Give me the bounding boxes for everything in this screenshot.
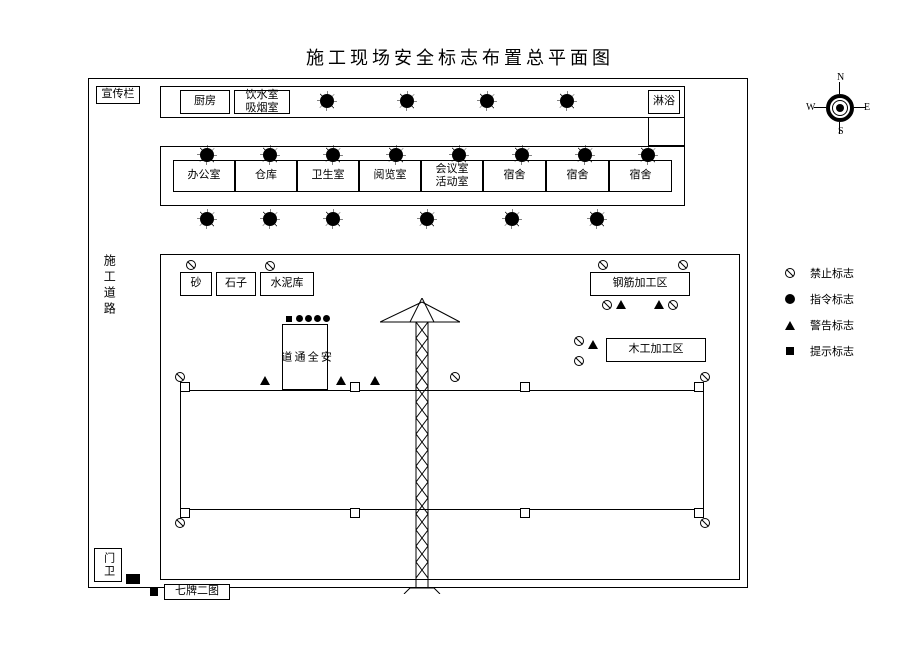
prohibit-icon: [574, 336, 584, 346]
cmd-icon: [263, 148, 277, 162]
label-gangjin: 钢筋加工区: [590, 272, 690, 296]
warn-icon: [260, 376, 270, 385]
box-cesuo-border: [648, 118, 685, 146]
tower-crane-icon: [380, 298, 460, 594]
cmd-icon: [200, 212, 214, 226]
label-qipai: 七牌二图: [164, 584, 230, 600]
cmd-icon: [480, 94, 494, 108]
tip-marker: [286, 316, 292, 322]
label-yinshui: 饮水室 吸烟室: [234, 90, 290, 114]
prohibit-icon: [175, 372, 185, 382]
prohibit-icon: [598, 260, 608, 270]
legend-command: 指令标志: [778, 286, 854, 312]
label-xuanlan: 宣传栏: [96, 86, 140, 104]
warn-icon: [654, 300, 664, 309]
cmd-icon: [389, 148, 403, 162]
cmd-icon: [590, 212, 604, 226]
col-b1: [180, 508, 190, 518]
col-b3: [520, 508, 530, 518]
label-sushe3: 宿舍: [609, 160, 672, 192]
warn-icon: [336, 376, 346, 385]
tip-marker-qipai: [150, 588, 158, 596]
prohibit-icon: [700, 372, 710, 382]
warn-icon: [616, 300, 626, 309]
label-anquan: 安 全 通 道: [282, 326, 328, 388]
prohibit-icon: [265, 261, 275, 271]
prohibit-icon: [700, 518, 710, 528]
diagram-title: 施工现场安全标志布置总平面图: [0, 44, 920, 70]
label-shizi: 石子: [216, 272, 256, 296]
cmd-icon: [420, 212, 434, 226]
col-t3: [520, 382, 530, 392]
label-chufang: 厨房: [180, 90, 230, 114]
cmd-icon: [578, 148, 592, 162]
col-t4: [694, 382, 704, 392]
legend-prohibit: 禁止标志: [778, 260, 854, 286]
label-road: 施工道路: [102, 226, 116, 346]
col-b2: [350, 508, 360, 518]
label-cangku: 仓库: [235, 160, 297, 192]
cmd-icon: [641, 148, 655, 162]
cmd-icon: [452, 148, 466, 162]
legend-warn: 警告标志: [778, 312, 854, 338]
cmd-icon: [263, 212, 277, 226]
dot-icon: [323, 315, 330, 322]
cmd-icon: [320, 94, 334, 108]
legend-tip: 提示标志: [778, 338, 854, 364]
cmd-icon: [515, 148, 529, 162]
prohibit-icon: [574, 356, 584, 366]
cmd-icon: [200, 148, 214, 162]
prohibit-icon: [602, 300, 612, 310]
cmd-icon: [326, 212, 340, 226]
label-weisheng: 卫生室: [297, 160, 359, 192]
label-linyu: 淋浴: [648, 90, 680, 114]
label-menwei: 门卫: [94, 548, 122, 582]
prohibit-icon: [668, 300, 678, 310]
legend: 禁止标志 指令标志 警告标志 提示标志: [778, 260, 854, 364]
prohibit-icon: [450, 372, 460, 382]
dot-icon: [314, 315, 321, 322]
label-sushe2: 宿舍: [546, 160, 609, 192]
compass-icon: N S W E: [810, 78, 870, 138]
prohibit-icon: [175, 518, 185, 528]
warn-icon: [370, 376, 380, 385]
warn-icon: [588, 340, 598, 349]
cmd-icon: [505, 212, 519, 226]
dot-icon: [296, 315, 303, 322]
cmd-icon: [326, 148, 340, 162]
label-mugong: 木工加工区: [606, 338, 706, 362]
prohibit-icon: [678, 260, 688, 270]
prohibit-icon: [186, 260, 196, 270]
dot-icon: [305, 315, 312, 322]
label-huiyi: 会议室 活动室: [421, 160, 483, 192]
label-sha: 砂: [180, 272, 212, 296]
col-t1: [180, 382, 190, 392]
col-t2: [350, 382, 360, 392]
label-shuini: 水泥库: [260, 272, 314, 296]
label-sushe1: 宿舍: [483, 160, 546, 192]
cmd-icon: [560, 94, 574, 108]
cmd-icon: [400, 94, 414, 108]
tip-marker-menwei: [126, 574, 140, 584]
label-yuelan: 阅览室: [359, 160, 421, 192]
col-b4: [694, 508, 704, 518]
